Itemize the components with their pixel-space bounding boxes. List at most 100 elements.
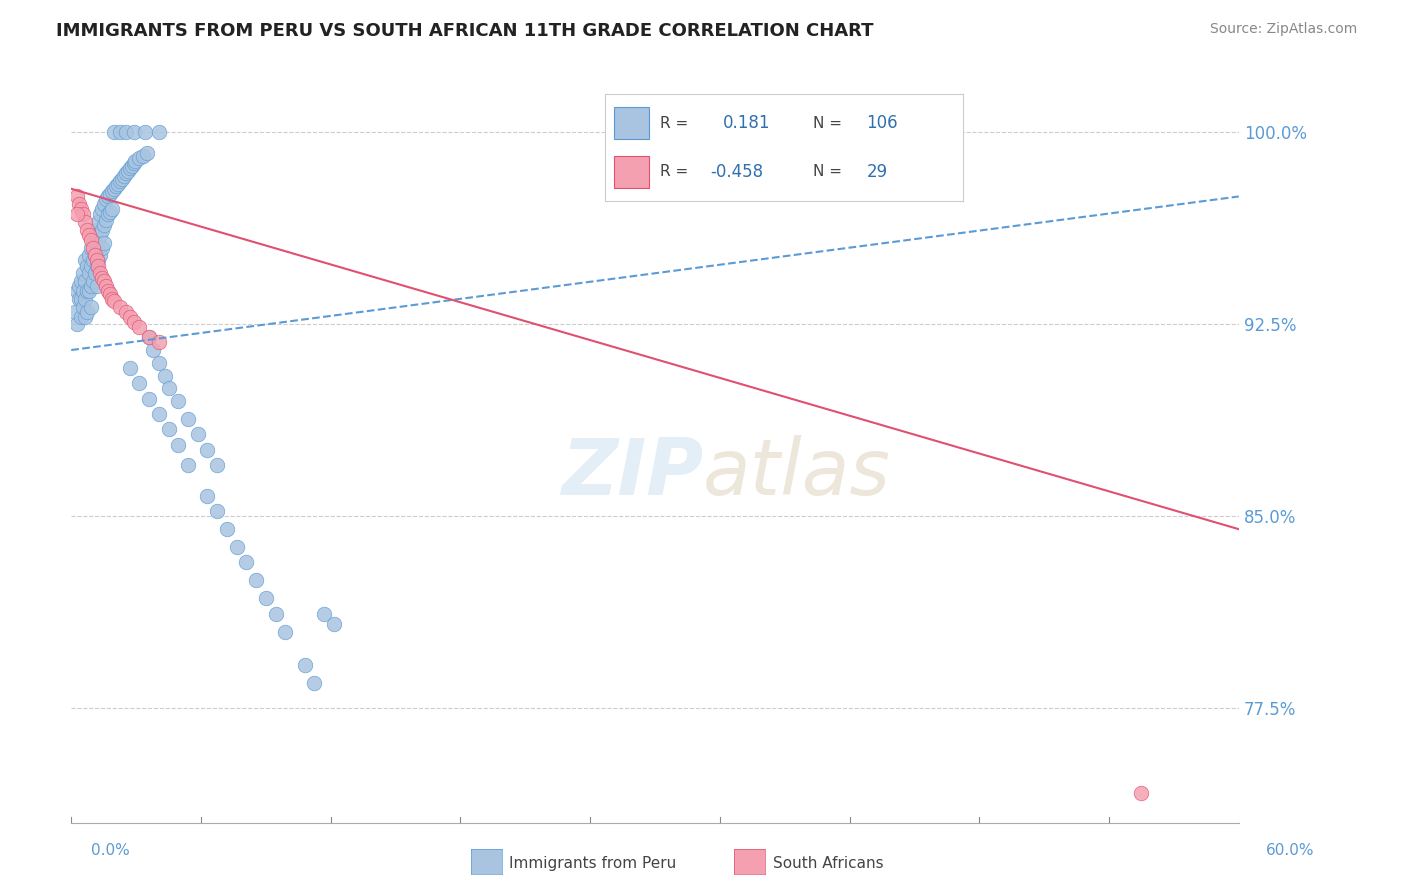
Point: [197, 442, 219, 457]
Point: [83, 248, 105, 262]
Point: [87, 259, 110, 273]
Point: [70, 310, 93, 324]
Point: [103, 182, 125, 196]
Point: [87, 215, 110, 229]
Point: [128, 320, 150, 334]
Point: [107, 177, 129, 191]
Text: 106: 106: [866, 114, 898, 132]
Point: [66, 318, 89, 332]
Point: [101, 292, 124, 306]
Point: [142, 343, 165, 357]
Point: [73, 274, 96, 288]
Point: [108, 126, 131, 140]
Text: 29: 29: [866, 163, 887, 181]
Point: [153, 368, 176, 383]
Text: R =: R =: [661, 116, 689, 130]
Point: [138, 392, 160, 406]
Point: [97, 207, 120, 221]
Point: [187, 427, 209, 442]
Point: [91, 241, 114, 255]
Text: ZIP: ZIP: [561, 434, 703, 511]
Point: [82, 253, 104, 268]
Point: [167, 438, 190, 452]
Point: [148, 407, 170, 421]
Point: [225, 540, 247, 554]
Point: [124, 153, 146, 168]
Point: [114, 304, 136, 318]
Point: [89, 207, 111, 221]
Point: [93, 197, 115, 211]
Point: [73, 253, 96, 268]
Point: [89, 266, 111, 280]
Point: [177, 458, 200, 473]
Point: [89, 227, 111, 242]
Point: [86, 241, 108, 255]
Point: [148, 356, 170, 370]
Point: [86, 253, 108, 268]
Point: [76, 223, 98, 237]
Point: [148, 335, 170, 350]
Point: [132, 148, 155, 162]
Point: [80, 300, 103, 314]
Text: 0.0%: 0.0%: [91, 843, 131, 858]
Point: [82, 241, 104, 255]
Point: [96, 279, 118, 293]
Point: [82, 233, 104, 247]
Point: [314, 607, 336, 621]
Point: [101, 185, 124, 199]
Point: [77, 284, 100, 298]
Point: [77, 227, 100, 242]
Point: [304, 675, 326, 690]
Point: [66, 207, 89, 221]
Point: [105, 179, 128, 194]
Point: [128, 151, 150, 165]
Point: [136, 145, 159, 160]
Point: [112, 169, 135, 183]
Point: [274, 624, 297, 639]
Point: [118, 161, 141, 176]
Point: [86, 223, 108, 237]
Point: [98, 204, 121, 219]
Point: [67, 292, 90, 306]
Point: [93, 274, 115, 288]
Point: [73, 310, 96, 324]
Point: [72, 207, 94, 221]
Point: [205, 458, 228, 473]
Point: [70, 292, 93, 306]
Bar: [613, 156, 650, 188]
Point: [80, 233, 103, 247]
Point: [76, 259, 98, 273]
Point: [73, 215, 96, 229]
Point: [134, 126, 156, 140]
Point: [73, 292, 96, 306]
Point: [93, 218, 115, 232]
Point: [76, 304, 98, 318]
Text: South Africans: South Africans: [773, 856, 884, 871]
Point: [91, 202, 114, 217]
Point: [177, 412, 200, 426]
Point: [96, 212, 118, 227]
Point: [128, 376, 150, 391]
Point: [254, 591, 277, 606]
Point: [63, 304, 86, 318]
Point: [82, 274, 104, 288]
Point: [215, 522, 238, 536]
Point: [148, 126, 170, 140]
Point: [83, 266, 105, 280]
Text: atlas: atlas: [703, 434, 891, 511]
Point: [167, 394, 190, 409]
Point: [86, 259, 108, 273]
Point: [87, 233, 110, 247]
Text: IMMIGRANTS FROM PERU VS SOUTH AFRICAN 11TH GRADE CORRELATION CHART: IMMIGRANTS FROM PERU VS SOUTH AFRICAN 11…: [56, 22, 873, 40]
Point: [77, 248, 100, 262]
Point: [87, 253, 110, 268]
Text: 0.181: 0.181: [723, 114, 770, 132]
Point: [117, 164, 139, 178]
Point: [97, 189, 120, 203]
Point: [72, 266, 94, 280]
Text: -0.458: -0.458: [710, 163, 763, 181]
Point: [86, 279, 108, 293]
Text: N =: N =: [813, 164, 842, 179]
Point: [157, 381, 180, 395]
Point: [67, 197, 90, 211]
